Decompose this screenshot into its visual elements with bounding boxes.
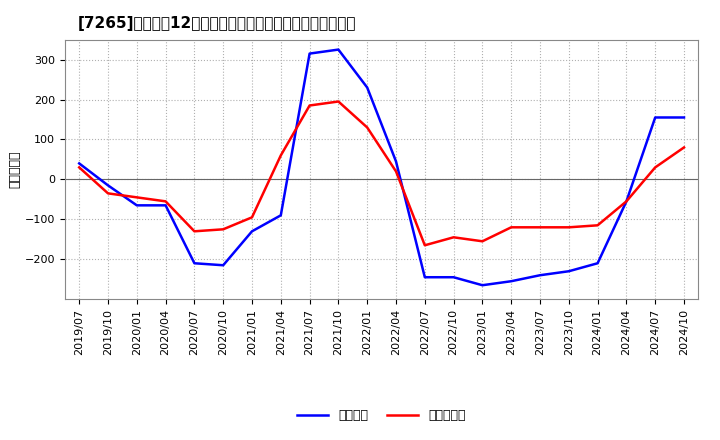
経常利益 — [161, 203, 170, 208]
当期純利益 — [363, 125, 372, 130]
経常利益 — [363, 85, 372, 90]
当期純利益 — [392, 169, 400, 174]
経常利益 — [75, 161, 84, 166]
経常利益 — [449, 275, 458, 280]
経常利益 — [420, 275, 429, 280]
経常利益 — [305, 51, 314, 56]
経常利益 — [104, 183, 112, 188]
経常利益 — [593, 260, 602, 266]
当期純利益 — [219, 227, 228, 232]
当期純利益 — [593, 223, 602, 228]
経常利益 — [248, 229, 256, 234]
経常利益 — [622, 199, 631, 204]
経常利益 — [507, 279, 516, 284]
当期純利益 — [305, 103, 314, 108]
当期純利益 — [75, 165, 84, 170]
経常利益 — [132, 203, 141, 208]
当期純利益 — [161, 199, 170, 204]
経常利益 — [334, 47, 343, 52]
当期純利益 — [478, 238, 487, 244]
経常利益 — [190, 260, 199, 266]
当期純利益 — [276, 153, 285, 158]
当期純利益 — [248, 215, 256, 220]
経常利益 — [536, 273, 544, 278]
経常利益 — [219, 263, 228, 268]
Line: 経常利益: 経常利益 — [79, 50, 684, 285]
当期純利益 — [449, 235, 458, 240]
Legend: 経常利益, 当期純利益: 経常利益, 当期純利益 — [292, 404, 471, 427]
経常利益 — [564, 268, 573, 274]
Line: 当期純利益: 当期純利益 — [79, 102, 684, 245]
経常利益 — [276, 213, 285, 218]
当期純利益 — [622, 199, 631, 204]
経常利益 — [392, 159, 400, 164]
当期純利益 — [190, 229, 199, 234]
経常利益 — [478, 282, 487, 288]
経常利益 — [651, 115, 660, 120]
当期純利益 — [680, 145, 688, 150]
Y-axis label: （百万円）: （百万円） — [9, 150, 22, 188]
当期純利益 — [420, 242, 429, 248]
当期純利益 — [104, 191, 112, 196]
当期純利益 — [651, 165, 660, 170]
当期純利益 — [564, 225, 573, 230]
当期純利益 — [132, 195, 141, 200]
Text: [7265]　利益の12か月移動合計の対前年同期増減額の推移: [7265] 利益の12か月移動合計の対前年同期増減額の推移 — [78, 16, 356, 32]
当期純利益 — [536, 225, 544, 230]
経常利益 — [680, 115, 688, 120]
当期純利益 — [507, 225, 516, 230]
当期純利益 — [334, 99, 343, 104]
